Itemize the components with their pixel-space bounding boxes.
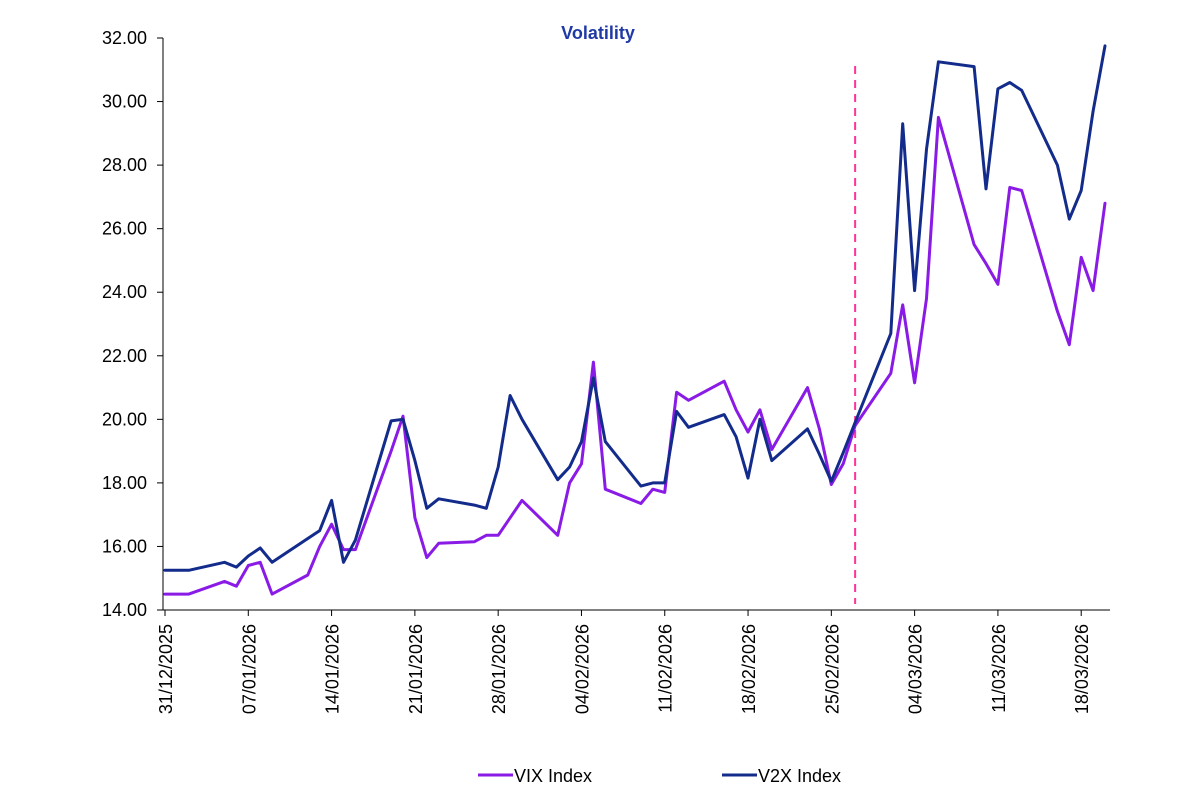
series-vix-index <box>163 115 1107 596</box>
y-tick-label: 24.00 <box>102 282 147 302</box>
chart-title: Volatility <box>561 23 635 43</box>
series-layer <box>163 44 1107 596</box>
x-tick-label: 25/02/2026 <box>822 624 842 714</box>
series-v2x-index <box>163 44 1107 572</box>
legend-label: V2X Index <box>758 766 841 786</box>
legend: VIX Index V2X Index <box>478 766 841 786</box>
y-tick-label: 22.00 <box>102 346 147 366</box>
legend-item-vix-index: VIX Index <box>478 766 592 786</box>
x-tick-label: 04/03/2026 <box>906 624 926 714</box>
x-tick-label: 31/12/2025 <box>156 624 176 714</box>
x-tick-label: 21/01/2026 <box>406 624 426 714</box>
y-tick-label: 20.00 <box>102 409 147 429</box>
y-tick-label: 16.00 <box>102 536 147 556</box>
x-tick-label: 18/03/2026 <box>1072 624 1092 714</box>
series-line-v2x-index <box>163 44 1107 572</box>
y-tick-label: 30.00 <box>102 92 147 112</box>
x-tick-label: 07/01/2026 <box>239 624 259 714</box>
x-tick-label: 18/02/2026 <box>739 624 759 714</box>
x-tick-label: 11/02/2026 <box>656 624 676 713</box>
y-tick-label: 32.00 <box>102 28 147 48</box>
x-tick-label: 04/02/2026 <box>572 624 592 714</box>
y-tick-label: 28.00 <box>102 155 147 175</box>
y-tick-label: 26.00 <box>102 219 147 239</box>
series-line-vix-index <box>163 115 1107 596</box>
x-tick-label: 11/03/2026 <box>989 624 1009 713</box>
x-tick-label: 28/01/2026 <box>489 624 509 714</box>
x-tick-label: 14/01/2026 <box>323 624 343 714</box>
axes-layer: 14.00 16.00 18.00 20.00 22.00 24.00 26.00 28.00… <box>102 28 1110 714</box>
legend-item-v2x-index: V2X Index <box>722 766 841 786</box>
y-tick-label: 18.00 <box>102 473 147 493</box>
y-tick-label: 14.00 <box>102 600 147 620</box>
legend-label: VIX Index <box>514 766 592 786</box>
